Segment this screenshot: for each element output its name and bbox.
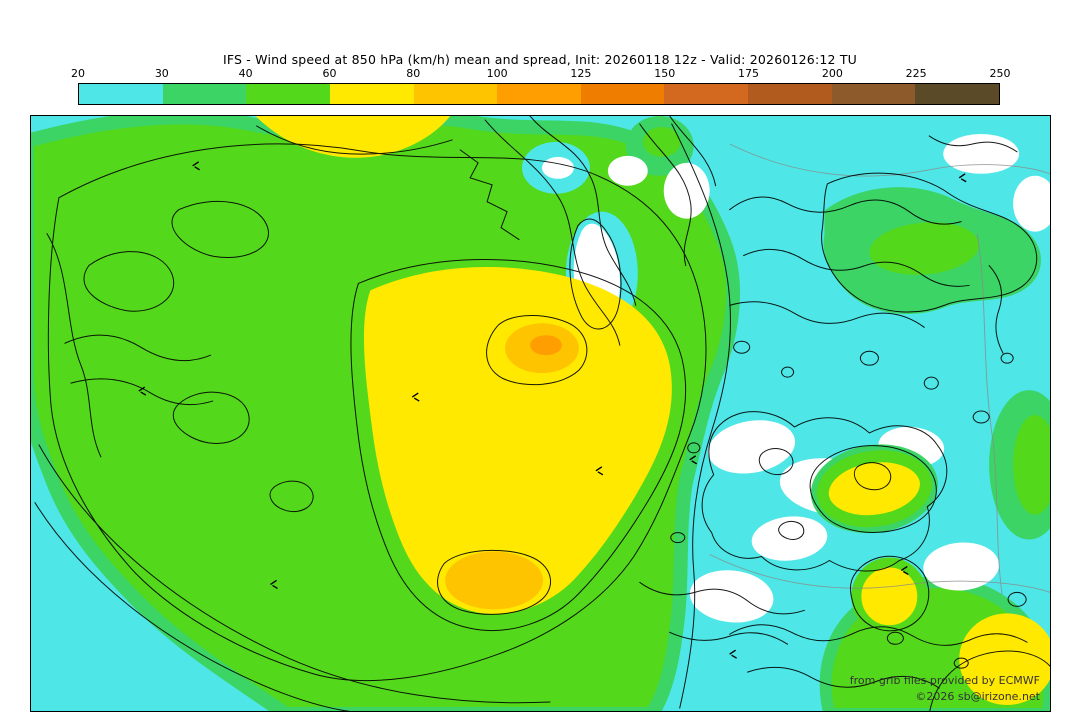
colorbar-tick-label: 100 — [486, 67, 508, 80]
colorbar — [78, 83, 1000, 105]
colorbar-tick-label: 225 — [905, 67, 927, 80]
colorbar-tick-label: 80 — [406, 67, 421, 80]
contour-lines — [34, 116, 1050, 711]
colorbar-segment — [246, 84, 330, 104]
field-orange-cores — [445, 323, 579, 610]
station-markers — [138, 161, 967, 659]
colorbar-tick-label: 30 — [154, 67, 169, 80]
field-yellow-regions — [255, 116, 1050, 706]
coastline-lines — [709, 143, 1050, 595]
colorbar-segment — [831, 84, 916, 104]
attribution-source: from grib files provided by ECMWF — [849, 674, 1040, 688]
colorbar-tick-label: 250 — [989, 67, 1011, 80]
colorbar-segment — [580, 84, 665, 104]
attribution: from grib files provided by ECMWF ©2026 … — [850, 673, 1040, 705]
colorbar-segment — [413, 84, 498, 104]
colorbar-segment — [748, 84, 832, 104]
chart-title: IFS - Wind speed at 850 hPa (km/h) mean … — [222, 52, 858, 67]
colorbar-segment — [162, 84, 247, 104]
colorbar-tick-label: 200 — [821, 67, 843, 80]
attribution-copyright: ©2026 sb@irizone.net — [915, 690, 1040, 704]
colorbar-tick-label: 40 — [238, 67, 253, 80]
wind-field-svg — [31, 116, 1050, 711]
colorbar-segment — [915, 84, 1000, 104]
map-canvas: from grib files provided by ECMWF ©2026 … — [30, 115, 1051, 712]
colorbar-tick-label: 20 — [71, 67, 85, 80]
colorbar-segment — [664, 84, 749, 104]
colorbar-segment — [79, 84, 163, 104]
colorbar-segment — [497, 84, 581, 104]
colorbar-tick-row: 20 30 40 60 80 100 125 150 175 200 225 250 — [71, 67, 1011, 80]
colorbar-tick-label: 125 — [570, 67, 592, 80]
colorbar-tick-label: 150 — [654, 67, 676, 80]
colorbar-tick-label: 60 — [322, 67, 337, 80]
colorbar-segment — [329, 84, 414, 104]
colorbar-tick-label: 175 — [738, 67, 760, 80]
